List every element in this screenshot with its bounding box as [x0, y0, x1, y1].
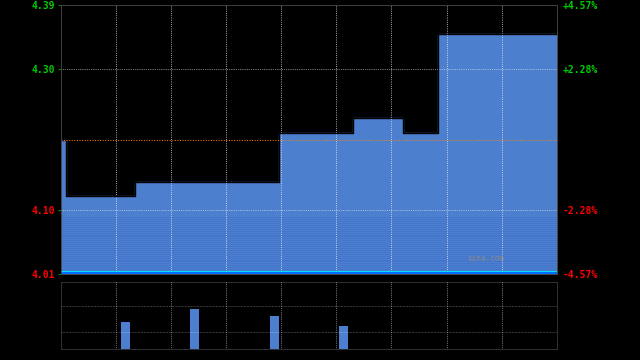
Bar [339, 326, 348, 349]
Bar [269, 316, 278, 349]
Bar [190, 309, 199, 349]
Text: sina.com: sina.com [468, 254, 505, 263]
Bar [121, 322, 130, 349]
